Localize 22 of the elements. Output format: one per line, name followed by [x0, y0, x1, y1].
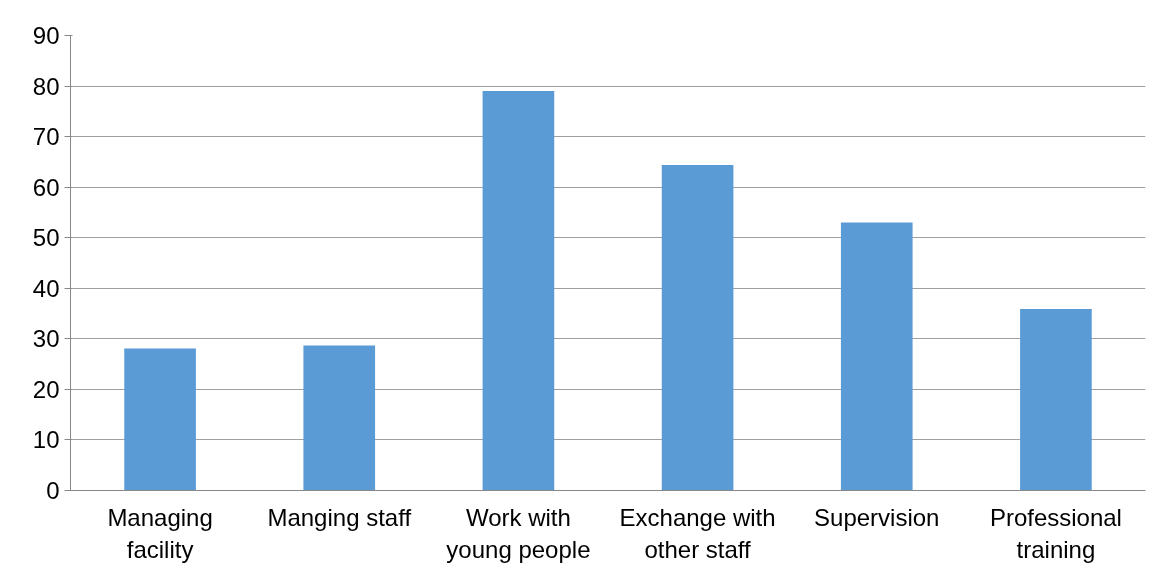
y-tick-label: 90 — [32, 22, 60, 49]
bar — [124, 348, 196, 491]
x-tick-label: Managing facility — [107, 503, 213, 563]
y-tick-label: 70 — [32, 123, 60, 151]
x-tick-label: Manging staff — [267, 503, 412, 531]
y-tick-label: 40 — [32, 274, 60, 302]
bar — [661, 164, 734, 491]
x-tick-label: Exchange with other staff — [619, 503, 776, 563]
bar — [303, 345, 376, 491]
y-tick-label: 80 — [32, 72, 60, 100]
x-tick-label: Supervision — [814, 503, 940, 531]
x-tick-label: Work with young people — [446, 503, 591, 563]
x-tick-label: Professional training — [989, 503, 1122, 563]
bar — [840, 222, 913, 491]
y-tick-label: 0 — [46, 477, 60, 504]
y-tick-label: 10 — [32, 426, 60, 454]
bar — [482, 91, 555, 491]
y-tick-label: 30 — [32, 325, 60, 353]
y-tick-label: 60 — [32, 173, 60, 201]
y-tick-label: 50 — [32, 224, 60, 252]
y-tick-label: 20 — [32, 375, 60, 403]
bar — [1020, 309, 1092, 491]
